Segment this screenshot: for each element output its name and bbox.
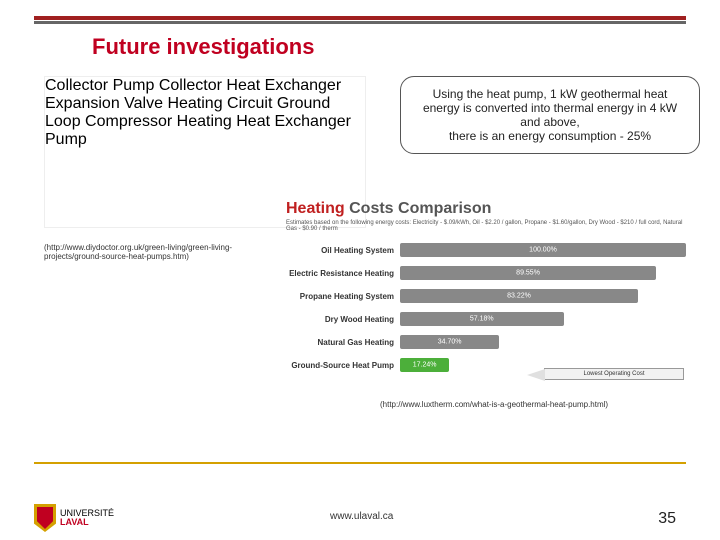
shield-icon [34, 504, 56, 532]
label-heating-hx: Heating Heat Exchanger [177, 113, 351, 130]
bar-track: 100.00% [400, 243, 686, 257]
lowest-cost-callout: Lowest Operating Cost [544, 368, 684, 380]
bar-value: 100.00% [529, 247, 557, 254]
label-expansion: Expansion Valve [45, 95, 163, 112]
label-collector-pump: Collector Pump [45, 77, 154, 94]
label-collector-hx: Collector Heat Exchanger [159, 77, 341, 94]
slide-title: Future investigations [92, 34, 314, 60]
bubble-line1: Using the heat pump, 1 kW geothermal hea… [413, 87, 687, 129]
chart-title: Heating Costs Comparison [286, 200, 686, 218]
chart-row: Propane Heating System 83.22% [280, 286, 686, 306]
bar-track: 89.55% [400, 266, 686, 280]
footer-bar [34, 462, 686, 506]
chart-row: Oil Heating System 100.00% [280, 240, 686, 260]
row-label: Propane Heating System [280, 292, 400, 301]
label-pump: Pump [45, 131, 87, 148]
bar-value: 89.55% [516, 270, 540, 277]
info-bubble: Using the heat pump, 1 kW geothermal hea… [400, 76, 700, 154]
chart-row: Natural Gas Heating 34.70% [280, 332, 686, 352]
logo-text: UNIVERSITÉ LAVAL [60, 509, 114, 527]
bar-value: 57.18% [470, 316, 494, 323]
bubble-line2: there is an energy consumption - 25% [413, 129, 687, 143]
ulaval-logo: UNIVERSITÉ LAVAL [34, 504, 114, 532]
bar: 100.00% [400, 243, 686, 257]
bar-value: 34.70% [438, 339, 462, 346]
chart-row: Dry Wood Heating 57.18% [280, 309, 686, 329]
bar: 57.18% [400, 312, 564, 326]
citation-2: (http://www.luxtherm.com/what-is-a-geoth… [380, 400, 608, 409]
label-heating-circuit: Heating Circuit [167, 95, 272, 112]
row-label: Electric Resistance Heating [280, 269, 400, 278]
bar: 34.70% [400, 335, 499, 349]
bar-track: 57.18% [400, 312, 686, 326]
bar-value: 83.22% [507, 293, 531, 300]
chart-row: Electric Resistance Heating 89.55% [280, 263, 686, 283]
page-number: 35 [658, 510, 676, 528]
logo-line2: LAVAL [60, 517, 89, 527]
chart-title-a: Heating [286, 200, 345, 217]
bar-track: 34.70% [400, 335, 686, 349]
bar: 17.24% [400, 358, 449, 372]
row-label: Dry Wood Heating [280, 315, 400, 324]
bar: 83.22% [400, 289, 638, 303]
cost-comparison-chart: Heating Costs Comparison Estimates based… [280, 200, 686, 384]
footer-url: www.ulaval.ca [330, 511, 393, 522]
label-compressor: Compressor [85, 113, 172, 130]
bar-value: 17.24% [413, 362, 437, 369]
row-label: Natural Gas Heating [280, 338, 400, 347]
chart-title-b: Costs Comparison [345, 200, 492, 217]
bar-track: 83.22% [400, 289, 686, 303]
row-label: Ground-Source Heat Pump [280, 361, 400, 370]
chart-rows: Oil Heating System 100.00% Electric Resist… [280, 240, 686, 384]
title-strip [34, 16, 686, 20]
citation-1: (http://www.diydoctor.org.uk/green-livin… [44, 244, 284, 262]
chart-subtitle: Estimates based on the following energy … [286, 220, 686, 232]
bar: 89.55% [400, 266, 656, 280]
row-label: Oil Heating System [280, 246, 400, 255]
